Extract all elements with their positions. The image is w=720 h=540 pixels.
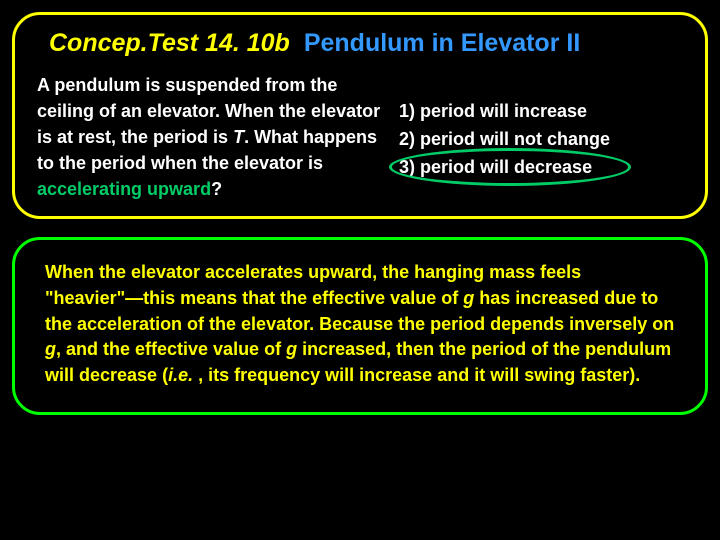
title-right: Pendulum in Elevator II [304,29,580,58]
explain-g-2: g [45,339,56,359]
explain-g-3: g [286,339,297,359]
title-row: Concep.Test 14. 10b Pendulum in Elevator… [37,29,683,58]
options-column: 1) period will increase 2) period will n… [399,72,683,202]
explain-ie: i.e. [168,365,193,385]
question-part-4: ? [211,179,222,199]
explanation-panel: When the elevator accelerates upward, th… [12,237,708,415]
question-panel: Concep.Test 14. 10b Pendulum in Elevator… [12,12,708,219]
option-1: 1) period will increase [399,98,683,126]
options-list: 1) period will increase 2) period will n… [399,98,683,182]
question-text: A pendulum is suspended from the ceiling… [37,72,381,202]
explanation-text: When the elevator accelerates upward, th… [37,254,683,398]
content-columns: A pendulum is suspended from the ceiling… [37,72,683,202]
explain-part-4: , and the effective value of [56,339,286,359]
question-part-1: T [233,127,244,147]
option-2: 2) period will not change [399,126,683,154]
explain-g-1: g [463,288,474,308]
option-3: 3) period will decrease [399,154,683,182]
explain-part-8: , its frequency will increase and it wil… [193,365,640,385]
question-highlight: accelerating upward [37,179,211,199]
title-left: Concep.Test 14. 10b [49,29,290,58]
question-column: A pendulum is suspended from the ceiling… [37,72,381,202]
